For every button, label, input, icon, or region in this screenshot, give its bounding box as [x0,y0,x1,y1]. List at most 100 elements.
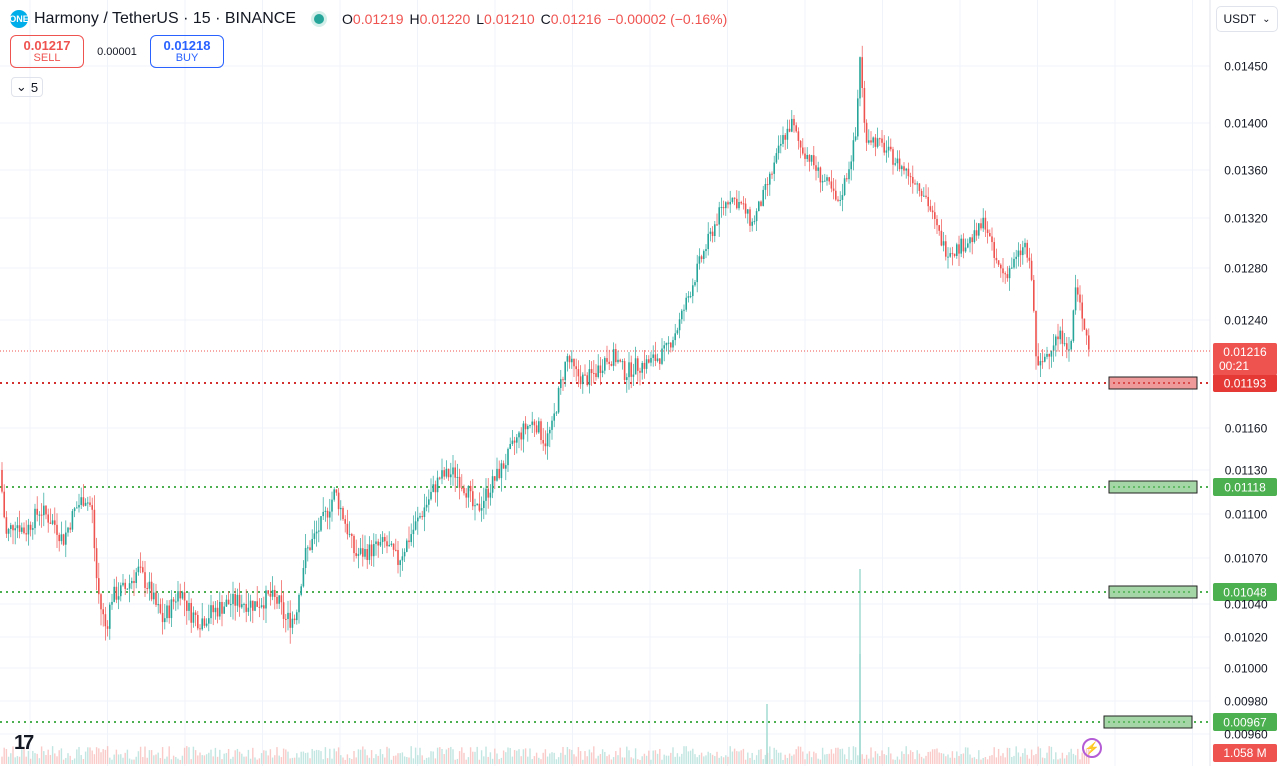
volume-bar [1013,755,1015,764]
volume-bar [986,759,989,764]
candle-body [751,221,753,226]
candle-body [938,225,940,231]
volume-bar [793,754,795,764]
candle-body [630,362,632,377]
candle-body [227,599,230,605]
sell-button[interactable]: 0.01217 SELL [10,35,84,68]
volume-bar [1030,749,1033,764]
volume-bar [366,755,368,764]
volume-bar [150,750,153,764]
volume-bar [289,758,291,764]
volume-bar [1061,752,1064,764]
volume-bar [826,754,828,764]
candle-body [997,260,1000,265]
candle-body [538,421,540,433]
candle-body [82,497,85,506]
volume-bar [71,759,74,764]
candle-body [76,507,78,509]
volume-bar [617,755,619,764]
volume-bar [828,753,830,764]
volume-bar [806,753,808,764]
candle-body [615,349,617,363]
candle-body [71,511,74,530]
volume-bar [1039,748,1042,764]
candle-body [1037,356,1039,366]
volume-bar [337,747,340,764]
price-tick-label: 0.01040 [1224,598,1268,612]
volume-bar [905,746,907,764]
volume-bar [1046,752,1048,764]
symbol-title[interactable]: Harmony / TetherUS · 15 · BINANCE [34,10,297,27]
candle-body [60,534,63,542]
candle-body [584,374,586,376]
volume-bar [951,751,954,764]
volume-bar [815,753,817,764]
volume-bar [1081,752,1083,764]
candle-body [109,604,111,629]
volume-bar [722,757,725,764]
volume-bar [10,753,12,764]
candle-body [263,605,265,609]
indicators-toggle-button[interactable]: ⌄ 5 [11,77,43,97]
volume-bar [773,747,775,764]
candle-body [370,544,373,557]
volume-bar [958,755,960,764]
candle-body [716,224,718,226]
volume-bar [648,750,650,764]
lightning-icon[interactable]: ⚡ [1082,738,1102,758]
volume-bar [929,751,932,764]
candle-body [392,543,395,550]
candle-body [98,578,100,595]
volume-bar [212,756,214,764]
volume-bar [1072,753,1075,764]
volume-bar [406,757,408,764]
volume-bar [476,746,478,764]
candle-body [628,362,630,378]
spread-value: 0.00001 [97,45,137,58]
currency-select[interactable]: USDT ⌄ [1216,6,1278,32]
volume-bar [318,750,320,764]
candle-body [522,423,525,440]
volume-bar [505,752,507,764]
volume-bar [874,751,877,764]
candle-body [850,161,852,170]
candle-body [1081,302,1083,319]
candle-body [357,553,360,556]
candle-body [494,476,496,481]
candle-body [694,282,696,286]
candle-body [381,537,384,542]
candle-body [791,118,793,132]
buy-button[interactable]: 0.01218 BUY [150,35,224,68]
tradingview-logo-icon[interactable]: 17 [14,732,34,754]
price-axis[interactable]: 0.01193 0.01118 0.01048 0.00967 0.01450 0.014… [1213,60,1277,763]
candle-body [595,373,597,378]
volume-bar [1044,758,1046,764]
volume-bar [758,749,760,764]
candle-body [113,586,115,602]
volume-bar [454,759,456,764]
candle-body [663,345,665,349]
candle-body [245,603,247,612]
candle-body [969,237,971,244]
volume-bar [194,750,197,764]
candle-body [32,528,34,530]
volume-bar [685,746,687,764]
candle-body [995,257,998,261]
volume-bar [562,746,564,764]
ohlc-values: O0.01219 H0.01220 L0.01210 C0.01216 −0.0… [342,11,728,27]
volume-bar [219,749,221,764]
volume-bar [623,757,626,764]
candle-body [377,541,379,546]
volume-bar [357,749,360,764]
volume-bar [868,758,870,764]
volume-bar [670,752,672,764]
volume-bar [40,746,43,764]
volume-bar [608,754,610,764]
candle-body [443,470,445,477]
candle-body [205,623,208,626]
candle-body [786,128,789,140]
volume-bar [1066,755,1068,764]
candle-body [733,197,736,199]
volume-bar [1006,747,1009,764]
